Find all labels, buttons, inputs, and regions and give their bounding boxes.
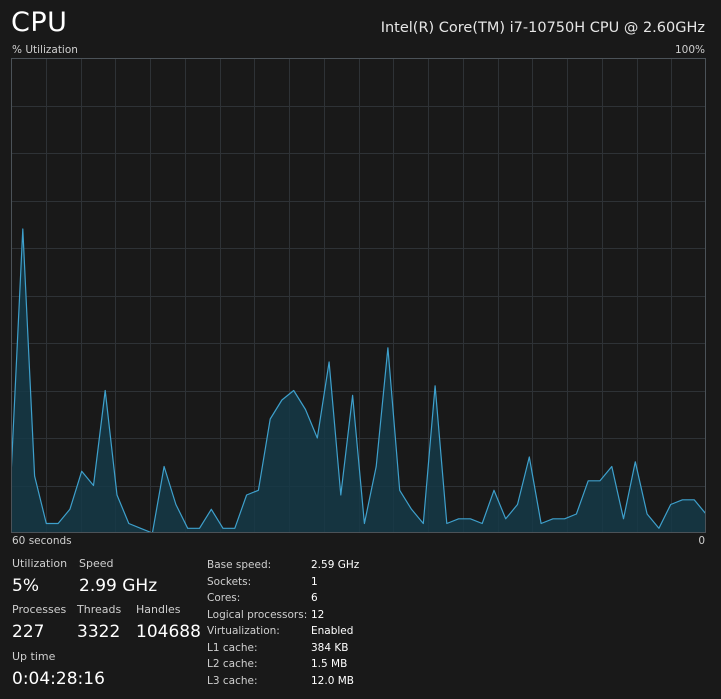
x-axis-min-label: 0 (698, 535, 705, 547)
processes-label: Processes (12, 603, 67, 616)
spec-key: L3 cache: (207, 674, 258, 687)
spec-row-l3-cache: L3 cache: 12.0 MB (207, 673, 359, 690)
threads-value: 3322 (77, 622, 121, 642)
spec-row-base-speed: Base speed: 2.59 GHz (207, 557, 359, 574)
spec-key: Base speed: (207, 559, 272, 571)
cpu-model-name: Intel(R) Core(TM) i7-10750H CPU @ 2.60GH… (380, 20, 705, 36)
utilization-value: 5% (12, 576, 39, 596)
spec-row-sockets: Sockets: 1 (207, 574, 359, 591)
spec-value: 12.0 MB (311, 674, 354, 687)
spec-value: 12 (311, 608, 325, 621)
spec-row-l1-cache: L1 cache: 384 KB (207, 640, 359, 657)
spec-value: 2.59 GHz (311, 559, 360, 571)
spec-row-l2-cache: L2 cache: 1.5 MB (207, 656, 359, 673)
spec-row-logical-processors: Logical processors: 12 (207, 607, 359, 624)
spec-value: 384 KB (311, 641, 349, 654)
threads-label: Threads (77, 603, 122, 616)
page-title: CPU (11, 7, 68, 38)
spec-value: 1 (311, 575, 318, 588)
handles-stat: Handles 104688 (136, 603, 201, 643)
uptime-label: Up time (12, 650, 56, 663)
spec-key: Logical processors: (207, 608, 308, 621)
spec-value: 6 (311, 592, 318, 604)
x-axis-label: 60 seconds (12, 535, 72, 547)
spec-key: Cores: (207, 592, 241, 604)
spec-value: Enabled (311, 625, 354, 637)
handles-value: 104688 (136, 622, 201, 642)
processes-stat: Processes 227 (12, 603, 66, 643)
spec-value: 1.5 MB (311, 658, 348, 670)
y-axis-max-label: 100% (674, 44, 705, 56)
y-axis-label: % Utilization (12, 44, 78, 56)
speed-value: 2.99 GHz (79, 576, 158, 596)
graph-border (11, 58, 706, 533)
utilization-label: Utilization (12, 557, 68, 570)
cpu-utilization-line (11, 228, 706, 533)
cpu-utilization-graph[interactable] (11, 58, 706, 533)
spec-row-virtualization: Virtualization: Enabled (207, 623, 359, 640)
processes-value: 227 (12, 622, 45, 642)
uptime-stat: Up time 0:04:28:16 (12, 650, 105, 690)
cpu-utilization-area (11, 229, 706, 533)
spec-key: L1 cache: (207, 641, 258, 654)
spec-key: Virtualization: (207, 625, 280, 637)
utilization-stat: Utilization 5% (12, 557, 67, 597)
uptime-value: 0:04:28:16 (12, 669, 105, 689)
spec-key: L2 cache: (207, 658, 258, 670)
speed-stat: Speed 2.99 GHz (79, 557, 157, 597)
threads-stat: Threads 3322 (77, 603, 121, 643)
spec-key: Sockets: (207, 575, 252, 588)
cpu-graph-svg (11, 58, 706, 533)
handles-label: Handles (136, 603, 181, 616)
cpu-specs-table: Base speed: 2.59 GHz Sockets: 1 Cores: 6… (207, 557, 359, 689)
spec-row-cores: Cores: 6 (207, 590, 359, 607)
speed-label: Speed (79, 557, 114, 570)
